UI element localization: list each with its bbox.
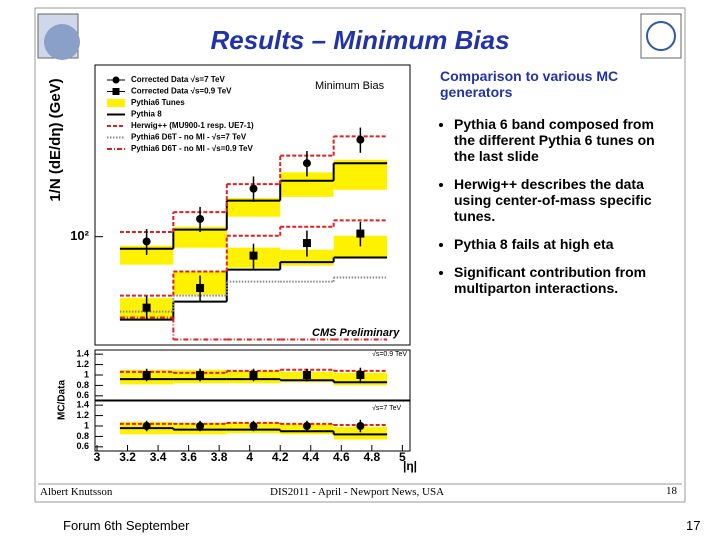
legend-swatch — [107, 99, 125, 107]
data-point — [142, 237, 151, 246]
y-tick-label: 1.2 — [76, 359, 89, 369]
data-point — [302, 239, 311, 248]
footer-page: 18 — [666, 485, 677, 497]
band — [119, 245, 174, 265]
footer-conference: DIS2011 - April - Newport News, USA — [270, 486, 445, 498]
data-point — [142, 371, 151, 379]
band — [226, 198, 281, 217]
legend-label: Corrected Data √s=7 TeV — [131, 75, 226, 84]
y-tick-label: 0.8 — [76, 431, 89, 441]
x-tick-label: 3.8 — [211, 450, 228, 464]
desy-logo — [646, 21, 676, 51]
annotation: √s=7 TeV — [372, 404, 402, 412]
band — [333, 427, 388, 440]
y-tick-label: 0.8 — [76, 380, 89, 390]
data-point — [356, 135, 365, 144]
data-point — [249, 251, 258, 260]
x-tick-label: 3.6 — [180, 450, 197, 464]
data-point — [196, 284, 205, 293]
y-tick-label: 1 — [84, 369, 89, 379]
data-point — [356, 422, 365, 430]
annotation: CMS Preliminary — [312, 327, 400, 339]
legend-label: Pythia6 Tunes — [131, 98, 185, 107]
x-tick-label: 4.6 — [333, 450, 350, 464]
y-tick-label: 1.4 — [76, 400, 89, 410]
data-point — [249, 371, 258, 379]
slide-title: Results – Minimum Bias — [210, 25, 509, 55]
x-tick-label: 4.8 — [363, 450, 380, 464]
y-tick-label: 10² — [70, 228, 89, 243]
x-axis-label: |η| — [403, 459, 417, 473]
bullet-list: Pythia 6 band composed from the differen… — [440, 116, 676, 296]
data-point — [196, 422, 205, 430]
y-tick-label: 0.6 — [76, 441, 89, 451]
data-point — [302, 422, 311, 430]
data-point — [142, 303, 151, 312]
x-tick-label: 3.2 — [119, 450, 136, 464]
band — [333, 235, 388, 258]
data-point — [302, 159, 311, 168]
data-point — [302, 371, 311, 379]
y-axis-label: MC/Data — [57, 380, 68, 420]
data-point — [249, 422, 258, 430]
bullet: Significant contribution from multiparto… — [454, 264, 676, 296]
x-tick-label: 4 — [246, 450, 253, 464]
y-axis-label: 1/N (dE/dη) (GeV) — [47, 78, 64, 201]
bullet: Pythia 8 fails at high eta — [454, 236, 676, 252]
legend-label: Corrected Data √s=0.9 TeV — [131, 87, 232, 96]
side-text: Comparison to various MC generators Pyth… — [440, 68, 676, 308]
footer-author: Albert Knutsson — [40, 486, 113, 498]
plot-frame — [94, 64, 411, 346]
x-tick-label: 4.4 — [302, 450, 319, 464]
legend-label: Herwig++ (MU900-1 resp. UE7-1) — [131, 121, 254, 130]
y-tick-label: 1.4 — [76, 349, 89, 359]
data-point — [356, 371, 365, 379]
annotation: √s=0.9 TeV — [372, 350, 407, 358]
legend-label: Pythia 8 — [131, 110, 162, 119]
y-tick-label: 1.2 — [76, 410, 89, 420]
legend-label: Pythia6 D6T - no MI - √s=0.9 TeV — [131, 144, 253, 153]
side-heading: Comparison to various MC generators — [440, 68, 619, 100]
x-tick-label: 4.2 — [272, 450, 289, 464]
band — [173, 226, 227, 248]
annotation: Minimum Bias — [315, 80, 385, 92]
legend-marker — [112, 76, 120, 84]
data-point — [142, 422, 151, 430]
bullet: Pythia 6 band composed from the differen… — [454, 116, 676, 164]
x-tick-label: 5 — [399, 450, 406, 464]
y-tick-label: 0.6 — [76, 390, 89, 400]
x-tick-label: 3.4 — [150, 450, 167, 464]
legend-marker — [112, 88, 120, 95]
slide-footer-text: Forum 6th September — [63, 518, 190, 533]
data-point — [356, 229, 365, 238]
legend-label: Pythia6 D6T - no MI - √s=7 TeV — [131, 133, 247, 142]
y-tick-label: 1 — [84, 420, 89, 430]
left-logo-detector — [44, 24, 80, 60]
x-tick-label: 3 — [94, 450, 101, 464]
slide-number: 17 — [686, 518, 701, 533]
data-point — [249, 184, 258, 193]
data-point — [196, 214, 205, 223]
bullet: Herwig++ describes the data using center… — [454, 176, 676, 224]
data-point — [196, 371, 205, 379]
band — [333, 159, 388, 190]
plot: 10² 1/N (dE/dη) (GeV) Minimum Bias CMS Prel… — [47, 64, 417, 473]
